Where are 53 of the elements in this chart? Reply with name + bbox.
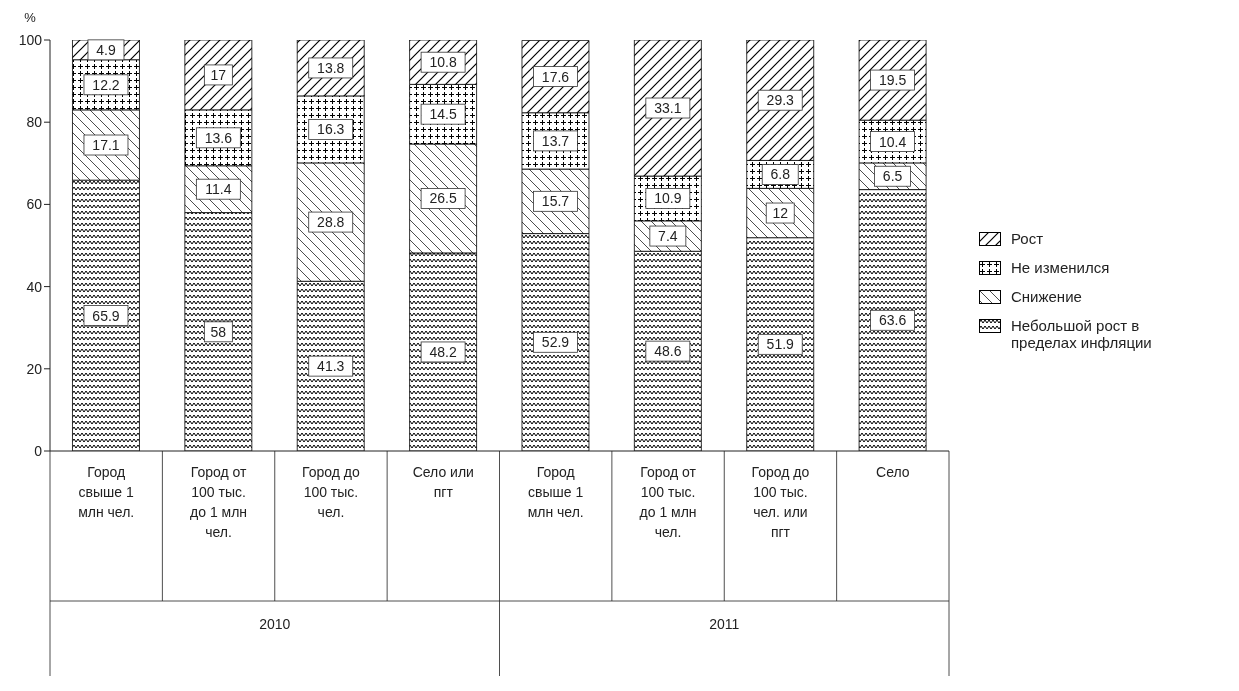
data-label: 28.8 — [317, 214, 345, 231]
y-tick-label: 40 — [26, 278, 43, 295]
x-tick-label: Город свыше 1 млн чел. — [527, 464, 584, 520]
data-label: 52.9 — [541, 334, 570, 351]
text: 2010 — [259, 616, 291, 632]
data-label: 48.6 — [654, 343, 682, 360]
data-label: 51.9 — [766, 336, 795, 353]
y-tick-label: 80 — [26, 114, 43, 131]
data-label: 17 — [210, 66, 227, 83]
legend-label: Не изменился — [1011, 259, 1110, 276]
y-tick-label: 20 — [26, 360, 43, 377]
y-tick-label: 60 — [26, 196, 43, 213]
x-tick-label: Село или пгт — [412, 464, 474, 500]
data-label: 6.5 — [882, 168, 903, 185]
data-label: 6.8 — [770, 166, 791, 183]
data-label: 17.6 — [541, 68, 570, 85]
data-label: 17.1 — [92, 137, 120, 154]
data-label: 48.2 — [429, 343, 457, 360]
x-tick-label: Село — [876, 464, 910, 480]
legend-label: Рост — [1011, 230, 1044, 247]
data-label: 58 — [210, 323, 227, 340]
data-label: 11.4 — [205, 181, 232, 198]
data-label: 63.6 — [878, 312, 907, 329]
x-tick-label: Город до 100 тыс. чел. или пгт — [751, 464, 810, 540]
data-label: 13.7 — [541, 132, 570, 149]
data-label: 65.9 — [92, 307, 120, 324]
data-label: 14.5 — [429, 106, 457, 123]
data-label: 19.5 — [878, 72, 907, 89]
x-tick-label: Город от 100 тыс. до 1 млн чел. — [190, 464, 248, 540]
data-label: 10.4 — [878, 133, 907, 150]
data-label: 12.2 — [92, 76, 120, 93]
data-label: 10.9 — [654, 190, 682, 207]
y-axis-title: % — [24, 10, 37, 25]
legend-label: Небольшой рост в пределах инфляции — [1011, 317, 1153, 351]
text: 2011 — [709, 616, 740, 632]
data-label: 16.3 — [317, 121, 345, 138]
data-label: 26.5 — [429, 190, 457, 207]
data-label: 10.8 — [429, 54, 457, 71]
data-label: 15.7 — [541, 193, 570, 210]
data-label: 13.6 — [204, 129, 233, 146]
data-label: 12 — [772, 205, 789, 222]
x-tick-label: Город свыше 1 млн чел. — [78, 464, 135, 520]
data-label: 41.3 — [317, 358, 345, 375]
x-tick-label: Город до 100 тыс. чел. — [302, 464, 360, 520]
data-label: 29.3 — [766, 92, 795, 109]
data-label: 33.1 — [654, 100, 682, 117]
legend-label: Снижение — [1011, 288, 1082, 305]
data-label: 4.9 — [96, 41, 116, 58]
data-label: 13.8 — [317, 59, 345, 76]
y-tick-label: 100 — [18, 31, 43, 48]
data-label: 7.4 — [658, 228, 678, 245]
y-tick-label: 0 — [34, 442, 43, 459]
x-tick-label: Город от 100 тыс. до 1 млн чел. — [639, 464, 697, 540]
